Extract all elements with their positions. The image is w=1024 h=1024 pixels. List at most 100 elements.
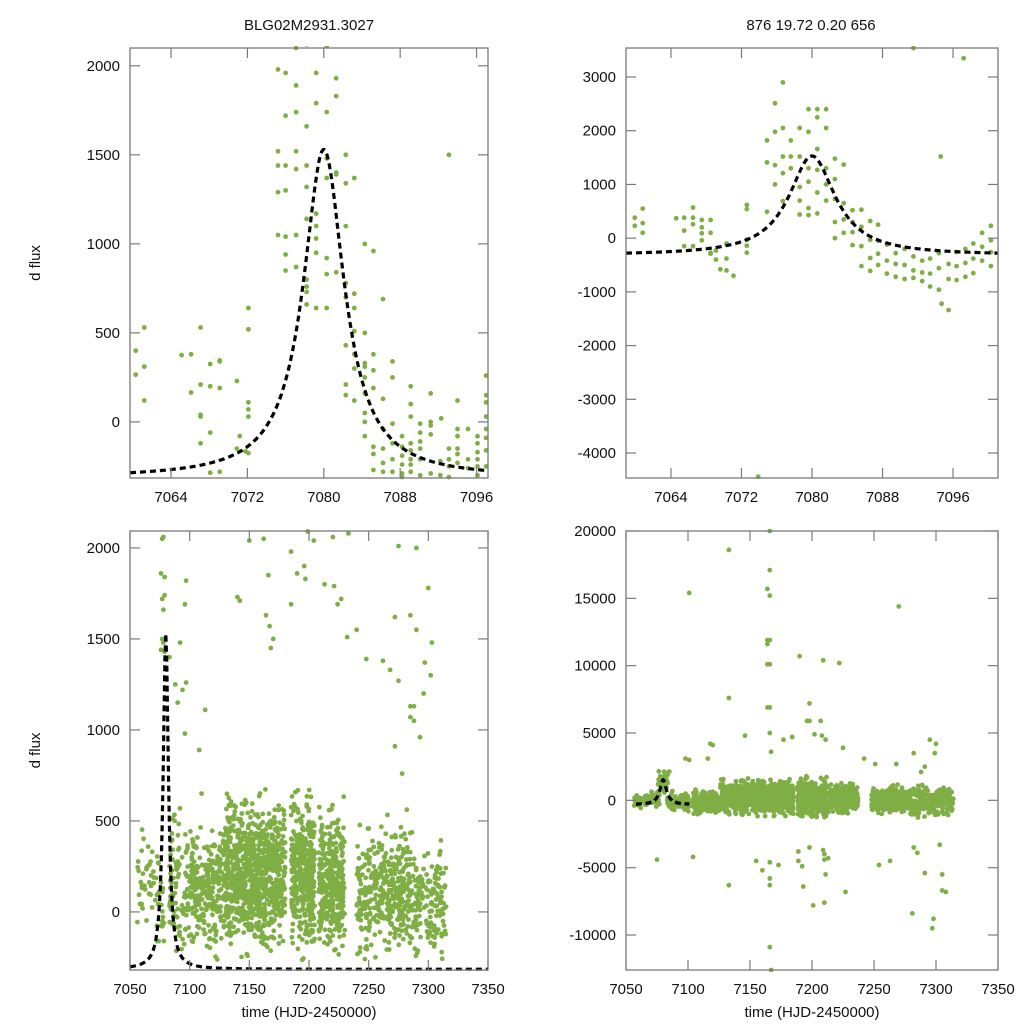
data-point (343, 152, 349, 158)
data-point (336, 952, 342, 957)
data-point (330, 933, 336, 938)
data-point (443, 931, 449, 937)
data-point (207, 470, 213, 476)
data-point (357, 899, 362, 904)
data-point (290, 928, 295, 933)
data-point (373, 883, 378, 889)
data-point (379, 824, 384, 830)
data-point (271, 887, 277, 893)
data-point (699, 237, 705, 243)
data-point (362, 433, 368, 439)
data-point (227, 829, 232, 835)
data-point (398, 833, 404, 839)
data-point (175, 832, 181, 838)
data-point (684, 796, 690, 802)
x-tick-label: 7300 (412, 981, 445, 998)
data-point (362, 410, 368, 416)
data-point (336, 865, 342, 871)
data-point (265, 944, 270, 950)
data-point (340, 872, 346, 878)
data-point (946, 307, 951, 313)
data-point (320, 898, 325, 903)
data-point (221, 832, 226, 838)
data-point (210, 905, 216, 910)
data-point (390, 863, 396, 868)
data-point (387, 868, 393, 874)
data-point (772, 129, 778, 135)
data-point (183, 870, 188, 876)
data-point (428, 920, 434, 926)
data-point (313, 305, 319, 311)
data-point (140, 871, 146, 877)
data-point (297, 839, 303, 845)
data-point (188, 390, 194, 395)
data-point (206, 877, 211, 883)
right-title: 876 19.72 0.20 656 (746, 17, 875, 34)
data-point (772, 162, 778, 168)
data-point (294, 900, 300, 906)
data-point (159, 596, 165, 602)
data-point (202, 901, 208, 906)
data-point (429, 640, 435, 645)
data-point (370, 838, 375, 844)
data-point (187, 893, 193, 898)
x-tick-label: 7080 (307, 489, 340, 506)
data-point (318, 815, 323, 821)
data-point (273, 828, 279, 834)
data-point (297, 860, 302, 866)
data-point (177, 933, 183, 938)
data-point (246, 305, 251, 311)
data-point (739, 789, 745, 795)
data-point (808, 781, 813, 786)
data-point (263, 866, 269, 872)
data-point (260, 886, 266, 891)
data-point (750, 782, 756, 787)
data-point (148, 859, 154, 864)
data-point (814, 792, 820, 798)
data-point (207, 862, 213, 868)
data-point (893, 250, 899, 256)
data-point (397, 869, 402, 875)
y-tick-label: 1500 (87, 631, 120, 648)
data-point (970, 256, 976, 261)
data-point (841, 200, 847, 206)
data-point (763, 800, 769, 806)
data-point (988, 263, 994, 269)
data-point (305, 841, 310, 847)
data-point (175, 864, 181, 870)
data-point (772, 100, 778, 106)
data-point (291, 884, 297, 890)
data-point (190, 911, 196, 916)
data-point (867, 218, 873, 224)
data-point (788, 810, 794, 815)
panel-bottom-left-full: 7050 7100 7150 7200 7250 7300 7350050010001500… (27, 529, 505, 1021)
data-point (398, 824, 404, 830)
data-point (222, 825, 228, 831)
data-point (744, 206, 750, 212)
data-point (436, 895, 441, 901)
data-point (279, 838, 285, 844)
data-point (475, 472, 480, 478)
data-point (148, 883, 154, 889)
data-point (316, 862, 322, 868)
data-point (208, 851, 214, 857)
data-point (256, 825, 262, 831)
data-point (290, 898, 296, 904)
data-point (378, 872, 384, 878)
data-point (292, 869, 298, 875)
data-point (326, 902, 332, 908)
data-point (693, 800, 698, 805)
data-point (388, 920, 393, 926)
data-point (248, 907, 253, 913)
data-point (938, 154, 944, 159)
data-point (859, 243, 864, 249)
data-point (708, 217, 713, 223)
data-point (198, 382, 204, 387)
data-point (806, 179, 811, 185)
data-point (395, 917, 400, 922)
data-point (354, 627, 360, 633)
data-point (439, 931, 444, 937)
data-point (764, 160, 770, 165)
x-tick-label: 7064 (654, 489, 687, 506)
